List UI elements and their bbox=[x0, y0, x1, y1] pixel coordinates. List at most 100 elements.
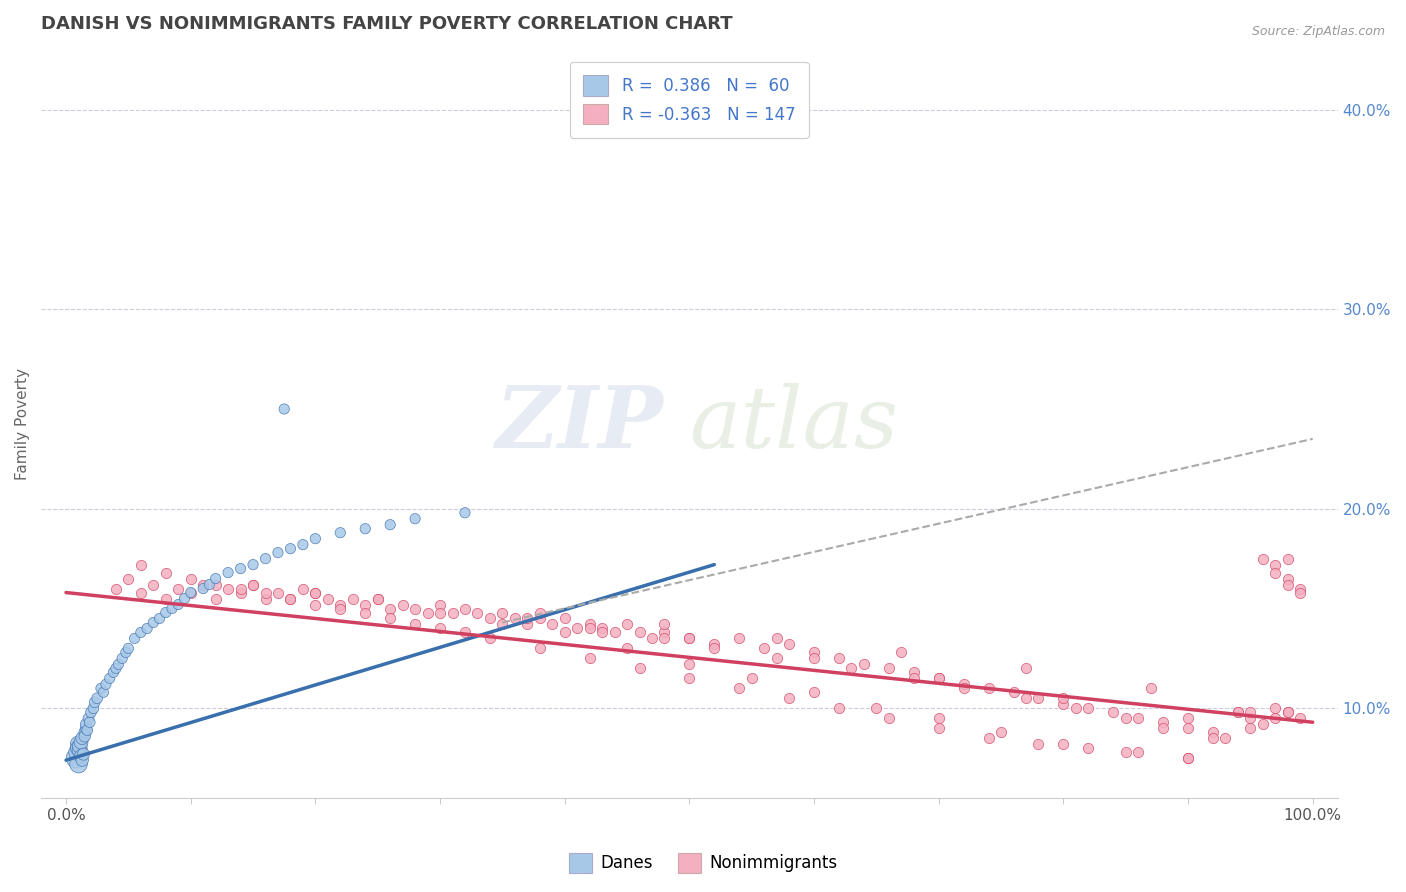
Point bbox=[1277, 706, 1299, 720]
Point bbox=[280, 541, 302, 556]
Point bbox=[1264, 558, 1286, 572]
Point bbox=[703, 641, 725, 656]
Point bbox=[160, 601, 183, 615]
Point bbox=[578, 651, 600, 665]
Point bbox=[728, 681, 751, 696]
Point bbox=[65, 751, 87, 765]
Point bbox=[273, 402, 295, 417]
Point bbox=[111, 651, 134, 665]
Point bbox=[98, 671, 121, 685]
Point bbox=[75, 717, 97, 731]
Point bbox=[254, 551, 277, 566]
Point bbox=[1264, 711, 1286, 725]
Point bbox=[107, 657, 129, 672]
Point bbox=[803, 685, 825, 699]
Point bbox=[79, 715, 101, 730]
Point bbox=[616, 641, 638, 656]
Point bbox=[429, 606, 451, 620]
Point bbox=[1202, 731, 1225, 746]
Point bbox=[69, 739, 91, 754]
Point bbox=[1289, 582, 1312, 596]
Point bbox=[103, 665, 125, 680]
Point bbox=[70, 753, 93, 767]
Point bbox=[1239, 706, 1261, 720]
Point bbox=[628, 625, 651, 640]
Point bbox=[728, 632, 751, 646]
Point bbox=[1177, 751, 1199, 765]
Point bbox=[167, 582, 190, 596]
Point bbox=[180, 585, 202, 599]
Point bbox=[554, 625, 576, 640]
Point bbox=[70, 735, 93, 749]
Point bbox=[77, 711, 100, 725]
Point bbox=[654, 625, 676, 640]
Point bbox=[554, 611, 576, 625]
Point bbox=[877, 661, 900, 675]
Legend: R =  0.386   N =  60, R = -0.363   N = 147: R = 0.386 N = 60, R = -0.363 N = 147 bbox=[569, 62, 808, 137]
Point bbox=[104, 582, 127, 596]
Point bbox=[204, 572, 226, 586]
Point bbox=[267, 546, 290, 560]
Point bbox=[765, 632, 787, 646]
Point bbox=[529, 641, 551, 656]
Point bbox=[1052, 737, 1074, 751]
Point bbox=[1226, 706, 1249, 720]
Point bbox=[280, 591, 302, 606]
Point bbox=[441, 606, 464, 620]
Point bbox=[841, 661, 863, 675]
Point bbox=[454, 625, 477, 640]
Point bbox=[1077, 701, 1099, 715]
Point bbox=[803, 651, 825, 665]
Point bbox=[316, 591, 339, 606]
Point bbox=[380, 517, 402, 532]
Point bbox=[678, 657, 700, 672]
Point bbox=[329, 601, 352, 615]
Point bbox=[678, 632, 700, 646]
Point bbox=[1277, 551, 1299, 566]
Point bbox=[1177, 721, 1199, 735]
Point bbox=[977, 681, 1000, 696]
Point bbox=[1264, 566, 1286, 580]
Point bbox=[429, 622, 451, 636]
Point bbox=[329, 525, 352, 540]
Point bbox=[229, 582, 252, 596]
Point bbox=[591, 625, 613, 640]
Point bbox=[104, 661, 127, 675]
Point bbox=[80, 706, 103, 720]
Point bbox=[229, 561, 252, 575]
Point bbox=[391, 598, 413, 612]
Point bbox=[1289, 711, 1312, 725]
Point bbox=[254, 591, 277, 606]
Point bbox=[280, 591, 302, 606]
Point bbox=[467, 606, 489, 620]
Point bbox=[541, 617, 564, 632]
Point bbox=[491, 606, 513, 620]
Point bbox=[155, 566, 177, 580]
Point bbox=[329, 598, 352, 612]
Point bbox=[124, 632, 146, 646]
Point bbox=[129, 558, 152, 572]
Legend: Danes, Nonimmigrants: Danes, Nonimmigrants bbox=[562, 847, 844, 880]
Point bbox=[1015, 661, 1038, 675]
Point bbox=[72, 747, 94, 761]
Point bbox=[877, 711, 900, 725]
Point bbox=[678, 632, 700, 646]
Point bbox=[354, 522, 377, 536]
Point bbox=[354, 598, 377, 612]
Point bbox=[1277, 706, 1299, 720]
Point bbox=[591, 622, 613, 636]
Point bbox=[1202, 725, 1225, 739]
Point bbox=[117, 641, 139, 656]
Point bbox=[1002, 685, 1025, 699]
Point bbox=[291, 582, 314, 596]
Point bbox=[928, 711, 950, 725]
Point bbox=[865, 701, 887, 715]
Point bbox=[267, 585, 290, 599]
Point bbox=[142, 615, 165, 630]
Point bbox=[803, 645, 825, 659]
Point bbox=[903, 671, 925, 685]
Point bbox=[1115, 711, 1137, 725]
Point bbox=[478, 632, 501, 646]
Point bbox=[1289, 585, 1312, 599]
Text: atlas: atlas bbox=[689, 383, 898, 466]
